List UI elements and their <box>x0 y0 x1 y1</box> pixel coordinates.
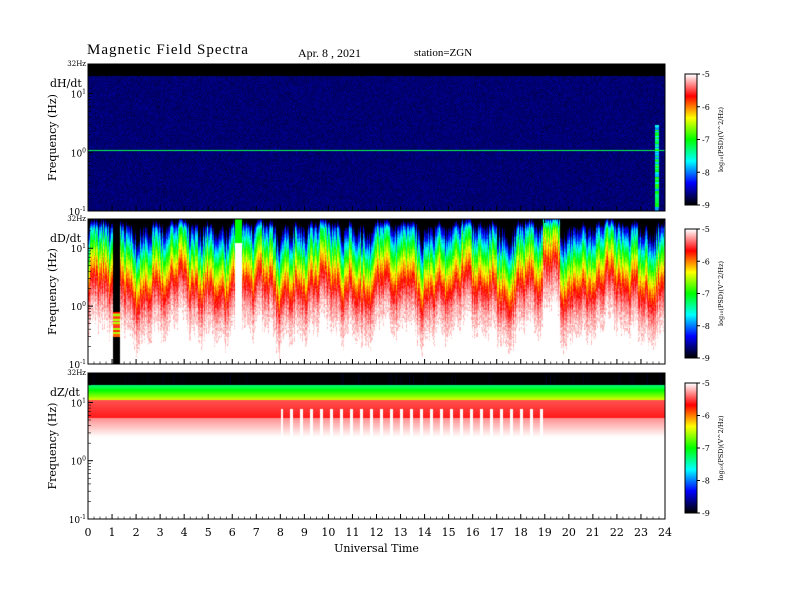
x-tick-label: 12 <box>370 526 384 539</box>
colorbar-label: log₁₀(PSD)(V^2/Hz) <box>717 260 725 326</box>
colorbar-gradient <box>685 383 697 513</box>
x-tick-label: 8 <box>277 526 284 539</box>
colorbar-tick-label: -8 <box>702 322 710 331</box>
spectrogram-1 <box>88 219 665 364</box>
colorbar-tick-label: -6 <box>702 412 710 421</box>
colorbar-gradient <box>685 229 697 358</box>
colorbar-tick-label: -7 <box>702 290 710 299</box>
x-tick-label: 24 <box>658 526 672 539</box>
x-tick-label: 16 <box>466 526 480 539</box>
colorbar-2: -5 -6 -7 -8 -9 log₁₀(PSD)(V^2/Hz) <box>684 379 725 518</box>
x-tick-label: 2 <box>133 526 140 539</box>
colorbar-tick-label: -6 <box>702 103 710 112</box>
x-tick-label: 3 <box>157 526 164 539</box>
x-tick-label: 5 <box>205 526 212 539</box>
colorbar-tick-label: -8 <box>702 168 710 177</box>
colorbar-tick-label: -9 <box>702 354 710 363</box>
component-label: dH/dt <box>50 77 82 90</box>
colorbar-tick-label: -5 <box>702 70 710 79</box>
y-axis-label: Frequency (Hz) <box>46 403 59 490</box>
y-tick-label: 101 <box>71 397 86 409</box>
x-tick-label: 21 <box>586 526 600 539</box>
spectrogram-0 <box>88 64 665 211</box>
x-tick-label: 10 <box>321 526 335 539</box>
colorbar-tick-label: -6 <box>702 257 710 266</box>
x-tick-label: 14 <box>418 526 432 539</box>
colorbar-gradient <box>685 74 697 205</box>
x-tick-label: 6 <box>229 526 236 539</box>
y-tick-label: 101 <box>71 243 86 255</box>
x-tick-label: 18 <box>514 526 528 539</box>
observation-date: Apr. 8 , 2021 <box>298 46 361 60</box>
y-tick-label: 100 <box>71 456 86 468</box>
x-tick-label: 17 <box>490 526 504 539</box>
colorbar-label: log₁₀(PSD)(V^2/Hz) <box>717 106 725 172</box>
colorbar-tick-label: -9 <box>702 201 710 210</box>
x-axis: 0 1 2 3 4 5 6 7 8 9 10 11 12 13 14 15 16 17 18 19 20 21 22 23 24… <box>85 526 673 555</box>
x-tick-label: 13 <box>394 526 408 539</box>
colorbar-tick-label: -9 <box>702 509 710 518</box>
y-axis-label: Frequency (Hz) <box>46 94 59 181</box>
x-tick-label: 0 <box>85 526 92 539</box>
x-tick-label: 9 <box>301 526 308 539</box>
x-tick-label: 15 <box>442 526 456 539</box>
x-tick-label: 1 <box>109 526 116 539</box>
colorbar-tick-label: -5 <box>702 379 710 388</box>
y-tick-label: 10-1 <box>69 514 86 526</box>
station-label: station=ZGN <box>414 47 473 59</box>
y-tick-label: 32Hz <box>67 60 86 68</box>
y-tick-label: 100 <box>71 147 86 159</box>
figure-title: Magnetic Field Spectra <box>87 42 249 58</box>
colorbar-tick-label: -7 <box>702 444 710 453</box>
x-tick-label: 19 <box>538 526 552 539</box>
colorbar-label: log₁₀(PSD)(V^2/Hz) <box>717 415 725 481</box>
colorbar-1: -5 -6 -7 -8 -9 log₁₀(PSD)(V^2/Hz) <box>684 225 725 363</box>
colorbar-tick-label: -8 <box>702 477 710 486</box>
x-axis-label: Universal Time <box>334 542 419 555</box>
y-tick-label: 32Hz <box>67 215 86 223</box>
x-tick-label: 4 <box>181 526 188 539</box>
panel-2: 32Hz 101 100 10-1 dZ/dt Frequency (Hz) <box>46 369 666 526</box>
colorbar-0: -5 -6 -7 -8 -9 log₁₀(PSD)(V^2/Hz) <box>684 70 725 210</box>
x-tick-label: 20 <box>562 526 576 539</box>
x-tick-label: 7 <box>253 526 260 539</box>
x-tick-label: 11 <box>345 526 359 539</box>
component-label: dZ/dt <box>50 386 80 399</box>
colorbar-tick-label: -5 <box>702 225 710 234</box>
spectrogram-2 <box>88 373 665 519</box>
y-tick-label: 100 <box>71 301 86 313</box>
x-tick-label: 23 <box>634 526 648 539</box>
x-tick-label: 22 <box>610 526 624 539</box>
y-axis-label: Frequency (Hz) <box>46 248 59 335</box>
y-tick-label: 32Hz <box>67 369 86 377</box>
colorbar-tick-label: -7 <box>702 136 710 145</box>
y-tick-label: 101 <box>71 89 86 101</box>
component-label: dD/dt <box>50 232 82 245</box>
